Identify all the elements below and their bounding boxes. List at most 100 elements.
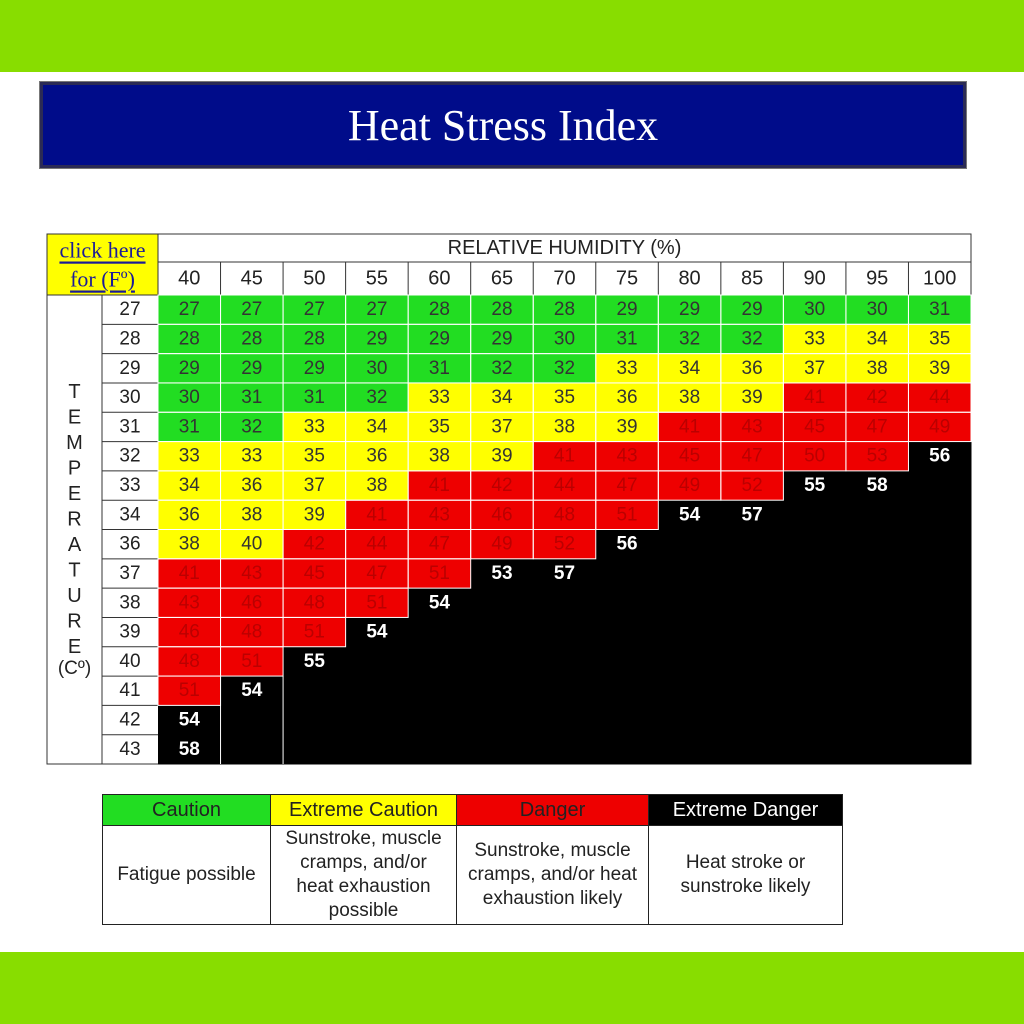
heat-index-value: 54 bbox=[429, 592, 451, 613]
row-header-letter: E bbox=[68, 483, 81, 505]
heat-index-value: 42 bbox=[491, 475, 512, 496]
humidity-tick-label: 60 bbox=[428, 268, 450, 290]
temperature-tick-label: 27 bbox=[119, 299, 140, 320]
heat-index-cell bbox=[720, 324, 784, 355]
heat-index-value: 30 bbox=[867, 299, 888, 320]
heat-index-cell bbox=[220, 353, 284, 384]
heat-index-value: 31 bbox=[179, 416, 200, 437]
row-header-letter: E bbox=[68, 407, 81, 429]
heat-index-cell bbox=[595, 324, 659, 355]
unit-toggle-link-line1[interactable]: click here bbox=[59, 238, 145, 263]
heat-index-cell bbox=[533, 588, 597, 618]
heat-index-cell bbox=[345, 382, 409, 413]
heat-index-cell bbox=[658, 588, 722, 618]
heat-index-value: 29 bbox=[429, 328, 450, 349]
heat-index-value: 29 bbox=[616, 299, 637, 320]
heat-index-cell bbox=[595, 295, 659, 325]
heat-index-cell bbox=[783, 529, 847, 560]
heat-index-cell bbox=[408, 353, 472, 384]
heat-index-cell bbox=[533, 734, 597, 765]
heat-index-cell bbox=[533, 382, 597, 413]
heat-index-cell bbox=[345, 470, 409, 501]
heat-index-value: 44 bbox=[929, 387, 951, 408]
heat-index-value: 27 bbox=[366, 299, 387, 320]
heat-index-cell bbox=[908, 500, 972, 530]
heat-index-cell bbox=[533, 558, 597, 589]
heat-index-value: 51 bbox=[366, 592, 387, 613]
heat-index-value: 33 bbox=[241, 446, 262, 467]
heat-index-value: 32 bbox=[742, 328, 763, 349]
heat-index-cell bbox=[595, 441, 659, 472]
temperature-tick-label: 31 bbox=[119, 416, 140, 437]
heat-index-value: 37 bbox=[304, 475, 325, 496]
heat-index-value: 54 bbox=[366, 622, 388, 643]
heat-index-cell bbox=[158, 353, 222, 384]
heat-index-cell bbox=[408, 529, 472, 560]
heat-index-value: 43 bbox=[429, 504, 450, 525]
heat-index-cell bbox=[908, 382, 972, 413]
heat-index-cell bbox=[408, 646, 472, 677]
heat-index-value: 29 bbox=[304, 358, 325, 379]
heat-index-cell bbox=[783, 324, 847, 355]
heat-index-cell bbox=[220, 529, 284, 560]
heat-index-value: 28 bbox=[241, 328, 262, 349]
heat-index-cell bbox=[908, 470, 972, 501]
heat-index-cell bbox=[533, 676, 597, 706]
heat-index-cell bbox=[533, 617, 597, 648]
heat-index-value: 50 bbox=[804, 446, 825, 467]
temperature-tick-label: 29 bbox=[119, 358, 140, 379]
row-header-letter: A bbox=[68, 534, 82, 556]
heat-index-cell bbox=[345, 529, 409, 560]
row-header-letter: M bbox=[66, 432, 83, 454]
heat-index-cell bbox=[783, 382, 847, 413]
heat-index-cell bbox=[783, 353, 847, 384]
heat-index-cell bbox=[658, 382, 722, 413]
heat-index-value: 41 bbox=[554, 446, 575, 467]
desc-line: cramps, and/or bbox=[300, 852, 427, 873]
heat-index-value: 45 bbox=[679, 446, 700, 467]
heat-index-cell bbox=[783, 646, 847, 677]
heat-index-value: 51 bbox=[429, 563, 450, 584]
heat-index-cell bbox=[408, 500, 472, 530]
heat-index-cell bbox=[470, 470, 534, 501]
legend-caution-label: Caution bbox=[102, 794, 271, 826]
unit-toggle-link-line2[interactable]: for (Fº) bbox=[70, 267, 135, 292]
heat-index-value: 49 bbox=[929, 416, 950, 437]
heat-index-cell bbox=[720, 558, 784, 589]
heat-index-value: 57 bbox=[742, 504, 763, 525]
heat-index-value: 35 bbox=[554, 387, 575, 408]
heat-index-value: 31 bbox=[429, 358, 450, 379]
heat-index-value: 53 bbox=[867, 446, 888, 467]
page-title: Heat Stress Index bbox=[347, 100, 659, 150]
heat-index-cell bbox=[158, 295, 222, 325]
heat-index-cell bbox=[345, 588, 409, 618]
heat-index-value: 39 bbox=[742, 387, 763, 408]
heat-index-value: 47 bbox=[429, 534, 450, 555]
humidity-tick-label: 85 bbox=[741, 268, 763, 290]
heat-index-value: 34 bbox=[366, 416, 388, 437]
heat-index-cell bbox=[220, 441, 284, 472]
heat-index-cell bbox=[658, 500, 722, 530]
heat-index-cell bbox=[283, 500, 347, 530]
heat-index-value: 53 bbox=[491, 563, 512, 584]
cell-border bbox=[407, 558, 472, 589]
cell-border bbox=[720, 470, 784, 501]
heat-index-cell bbox=[470, 588, 534, 618]
heat-index-cell bbox=[220, 617, 284, 648]
heat-index-cell bbox=[720, 470, 784, 501]
heat-index-cell bbox=[158, 382, 222, 413]
heat-index-value: 34 bbox=[491, 387, 513, 408]
heat-index-cell bbox=[220, 324, 284, 355]
heat-index-cell bbox=[345, 353, 409, 384]
heat-index-value: 37 bbox=[491, 416, 512, 437]
heat-index-value: 39 bbox=[616, 416, 637, 437]
heat-index-value: 36 bbox=[742, 358, 763, 379]
heat-index-value: 41 bbox=[179, 563, 200, 584]
heat-index-cell bbox=[783, 705, 847, 736]
desc-line: heat exhaustion bbox=[296, 876, 431, 897]
heat-index-cell bbox=[220, 412, 284, 443]
heat-index-value: 29 bbox=[742, 299, 763, 320]
heat-index-value: 37 bbox=[804, 358, 825, 379]
heat-index-cell bbox=[845, 382, 909, 413]
heat-index-value: 32 bbox=[491, 358, 512, 379]
